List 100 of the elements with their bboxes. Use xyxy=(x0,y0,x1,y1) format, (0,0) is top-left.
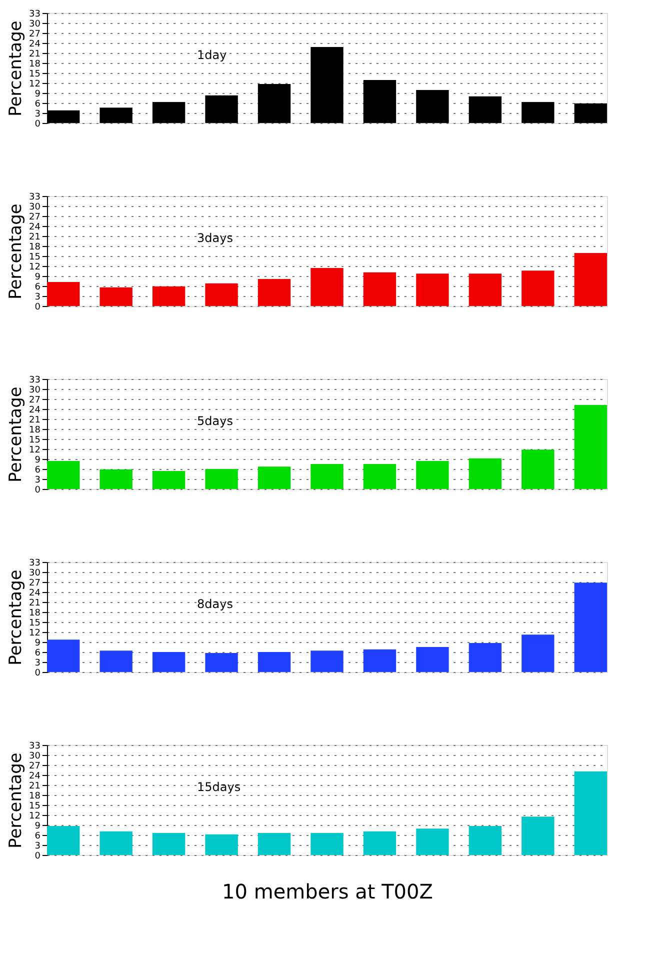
y-tick-label: 33 xyxy=(29,376,40,386)
bar xyxy=(152,471,186,489)
y-axis-title: Percentage xyxy=(6,752,26,848)
y-tick-label: 33 xyxy=(29,192,40,202)
y-tick-label: 33 xyxy=(29,558,40,568)
text: 3days xyxy=(197,230,233,245)
bar xyxy=(574,771,607,855)
bar xyxy=(363,649,396,672)
y-tick-label: 21 xyxy=(29,50,40,60)
y-tick-label: 30 xyxy=(29,386,41,396)
bar xyxy=(100,469,132,489)
y-tick-label: 0 xyxy=(34,120,41,130)
bar xyxy=(47,461,80,489)
bar xyxy=(574,103,607,123)
bar xyxy=(100,831,132,855)
y-tick-label: 3 xyxy=(34,842,40,852)
y-tick-label: 21 xyxy=(29,782,40,792)
bar xyxy=(468,643,502,672)
bar xyxy=(416,647,449,672)
bar xyxy=(205,653,238,672)
y-tick-label: 18 xyxy=(29,792,41,802)
y-tick-label: 6 xyxy=(34,648,41,658)
bar xyxy=(205,834,238,855)
y-tick-label: 15 xyxy=(29,802,40,812)
bar xyxy=(310,650,344,672)
bar xyxy=(258,84,291,123)
bar xyxy=(258,652,291,672)
text: 15days xyxy=(197,780,241,794)
y-tick-label: 30 xyxy=(29,752,41,762)
bar xyxy=(522,450,554,489)
bar xyxy=(363,80,396,123)
y-tick-label: 27 xyxy=(29,396,40,406)
bar xyxy=(205,283,238,306)
bar xyxy=(310,464,344,489)
y-tick-label: 30 xyxy=(29,202,41,212)
text: 5days xyxy=(197,414,233,428)
y-tick-label: 18 xyxy=(29,608,41,618)
text: 1day xyxy=(197,48,227,62)
y-tick-label: 24 xyxy=(29,222,41,232)
bar xyxy=(363,464,396,489)
y-tick-label: 6 xyxy=(34,466,41,476)
bar xyxy=(152,652,186,672)
bar xyxy=(258,833,291,855)
bar xyxy=(416,461,449,489)
bar xyxy=(258,279,291,306)
bar xyxy=(522,270,554,306)
y-tick-label: 0 xyxy=(34,302,41,312)
bar xyxy=(100,108,132,123)
bar xyxy=(47,640,80,672)
y-tick-label: 9 xyxy=(34,90,41,100)
bar xyxy=(522,634,554,672)
y-tick-label: 0 xyxy=(34,486,41,496)
y-tick-label: 15 xyxy=(29,252,40,262)
y-tick-label: 30 xyxy=(29,20,41,30)
y-tick-label: 24 xyxy=(29,40,41,50)
y-tick-label: 9 xyxy=(34,272,41,282)
y-tick-label: 6 xyxy=(34,100,41,110)
bar xyxy=(310,47,344,123)
bar xyxy=(47,826,80,855)
y-tick-label: 27 xyxy=(29,762,40,772)
y-tick-label: 27 xyxy=(29,578,40,588)
y-tick-label: 18 xyxy=(29,242,41,252)
bar xyxy=(310,268,344,306)
bar xyxy=(363,831,396,855)
bar xyxy=(47,282,80,306)
bar xyxy=(522,816,554,855)
bar xyxy=(468,458,502,489)
y-tick-label: 0 xyxy=(34,852,41,862)
bar xyxy=(363,272,396,306)
bar xyxy=(468,826,502,855)
y-tick-label: 3 xyxy=(34,658,40,668)
bar xyxy=(310,833,344,855)
bar xyxy=(574,253,607,306)
y-tick-label: 12 xyxy=(29,446,40,456)
bar xyxy=(416,90,449,123)
bar xyxy=(205,95,238,123)
bar xyxy=(100,650,132,672)
y-tick-label: 21 xyxy=(29,598,40,608)
y-tick-label: 3 xyxy=(34,292,40,302)
x-axis-title: 10 members at T00Z xyxy=(222,880,433,904)
y-tick-label: 24 xyxy=(29,588,41,598)
y-axis-title: Percentage xyxy=(6,386,26,482)
bar xyxy=(258,466,291,489)
y-tick-label: 15 xyxy=(29,618,40,628)
y-tick-label: 15 xyxy=(29,70,40,80)
y-tick-label: 9 xyxy=(34,638,41,648)
y-axis-title: Percentage xyxy=(6,20,26,116)
y-tick-label: 15 xyxy=(29,436,40,446)
y-tick-label: 3 xyxy=(34,476,40,486)
y-axis-title: Percentage xyxy=(6,204,26,300)
y-tick-label: 18 xyxy=(29,426,41,436)
bar xyxy=(152,833,186,855)
bar xyxy=(152,102,186,123)
y-tick-label: 24 xyxy=(29,772,41,782)
y-tick-label: 18 xyxy=(29,60,41,70)
y-tick-label: 0 xyxy=(34,668,41,678)
y-tick-label: 27 xyxy=(29,212,40,222)
y-tick-label: 33 xyxy=(29,10,40,20)
y-tick-label: 12 xyxy=(29,262,40,272)
text: 8days xyxy=(197,596,233,611)
